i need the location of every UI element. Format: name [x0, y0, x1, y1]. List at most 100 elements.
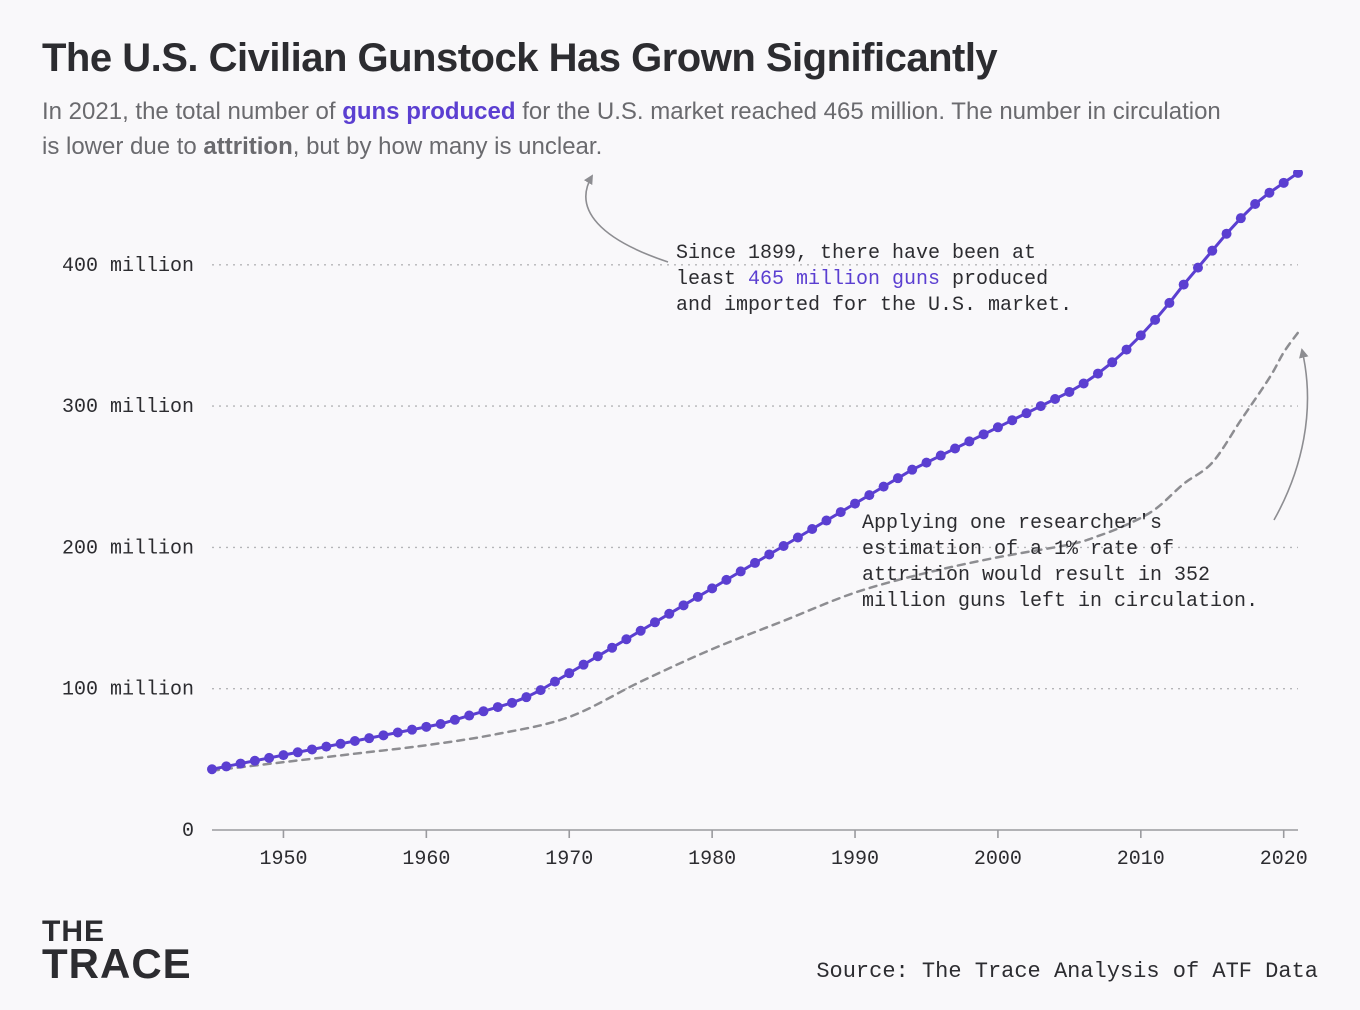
- series-produced-marker: [336, 739, 346, 749]
- subtitle-highlight-attrition: attrition: [203, 133, 292, 160]
- series-produced-marker: [536, 685, 546, 695]
- series-produced-marker: [1222, 229, 1232, 239]
- series-produced-marker: [936, 451, 946, 461]
- series-produced-marker: [650, 617, 660, 627]
- series-produced-marker: [736, 566, 746, 576]
- x-tick-label: 1960: [402, 848, 450, 871]
- series-produced-marker: [479, 706, 489, 716]
- chart-subtitle: In 2021, the total number of guns produc…: [42, 95, 1242, 165]
- series-produced-marker: [207, 764, 217, 774]
- series-produced-marker: [693, 592, 703, 602]
- series-produced-marker: [407, 725, 417, 735]
- series-produced-marker: [1079, 378, 1089, 388]
- series-produced-marker: [293, 747, 303, 757]
- annotation-produced-text: Since 1899, there have been atleast 465 …: [676, 242, 1072, 317]
- y-tick-label: 0: [182, 820, 194, 843]
- series-produced-marker: [821, 516, 831, 526]
- series-produced-marker: [550, 677, 560, 687]
- series-produced-marker: [964, 436, 974, 446]
- series-produced-marker: [907, 465, 917, 475]
- x-tick-label: 2000: [974, 848, 1022, 871]
- series-produced-marker: [493, 702, 503, 712]
- series-produced-marker: [1036, 401, 1046, 411]
- series-produced-marker: [364, 733, 374, 743]
- series-produced-marker: [879, 482, 889, 492]
- series-produced-marker: [250, 756, 260, 766]
- x-tick-label: 2020: [1260, 848, 1308, 871]
- series-produced-marker: [764, 549, 774, 559]
- series-produced-marker: [321, 742, 331, 752]
- series-produced-marker: [1064, 387, 1074, 397]
- series-produced-marker: [1150, 315, 1160, 325]
- series-produced-marker: [521, 692, 531, 702]
- y-tick-label: 400 million: [62, 255, 194, 278]
- series-produced-marker: [636, 626, 646, 636]
- series-produced-marker: [593, 651, 603, 661]
- series-produced-marker: [1179, 280, 1189, 290]
- series-produced-marker: [1093, 369, 1103, 379]
- series-produced-marker: [664, 609, 674, 619]
- series-produced-marker: [607, 643, 617, 653]
- series-produced-marker: [464, 711, 474, 721]
- series-produced-marker: [221, 761, 231, 771]
- series-produced-marker: [893, 473, 903, 483]
- series-produced-marker: [350, 736, 360, 746]
- series-produced-marker: [779, 541, 789, 551]
- y-tick-label: 300 million: [62, 396, 194, 419]
- x-tick-label: 2010: [1117, 848, 1165, 871]
- x-tick-label: 1990: [831, 848, 879, 871]
- series-produced-marker: [1007, 415, 1017, 425]
- series-produced-marker: [921, 458, 931, 468]
- series-produced-marker: [1207, 246, 1217, 256]
- series-produced-marker: [750, 558, 760, 568]
- chart-area: 0 100 million 200 million 300 million 400 mi…: [42, 170, 1318, 890]
- logo-line-2: TRACE: [42, 945, 192, 984]
- series-produced-marker: [836, 507, 846, 517]
- series-produced-marker: [1050, 394, 1060, 404]
- series-produced-marker: [1164, 298, 1174, 308]
- x-tick-label: 1980: [688, 848, 736, 871]
- publisher-logo: THE TRACE: [42, 918, 192, 984]
- series-produced-marker: [864, 490, 874, 500]
- x-tick-label: 1950: [259, 848, 307, 871]
- series-produced-marker: [1250, 199, 1260, 209]
- series-produced-marker: [378, 730, 388, 740]
- series-produced-marker: [579, 660, 589, 670]
- series-produced-marker: [1264, 188, 1274, 198]
- subtitle-part: , but by how many is unclear.: [293, 133, 603, 160]
- series-produced-marker: [979, 429, 989, 439]
- series-produced-marker: [436, 719, 446, 729]
- subtitle-highlight-produced: guns produced: [342, 98, 515, 125]
- series-produced-marker: [707, 583, 717, 593]
- series-produced-marker: [1193, 263, 1203, 273]
- series-produced-marker: [507, 698, 517, 708]
- y-tick-label: 100 million: [62, 679, 194, 702]
- series-produced-marker: [1136, 330, 1146, 340]
- series-produced-marker: [1236, 213, 1246, 223]
- series-produced-marker: [850, 499, 860, 509]
- series-produced-marker: [793, 533, 803, 543]
- chart-title: The U.S. Civilian Gunstock Has Grown Sig…: [42, 36, 1318, 81]
- series-produced-marker: [393, 728, 403, 738]
- series-produced-marker: [1107, 357, 1117, 367]
- series-produced-marker: [807, 524, 817, 534]
- series-produced-marker: [950, 443, 960, 453]
- series-produced-marker: [1122, 345, 1132, 355]
- series-produced-marker: [307, 744, 317, 754]
- series-produced-marker: [264, 753, 274, 763]
- series-produced-marker: [621, 634, 631, 644]
- series-produced-marker: [236, 759, 246, 769]
- annotation-attrition-arrow: [1274, 350, 1307, 520]
- series-produced-marker: [721, 575, 731, 585]
- series-produced-marker: [1022, 408, 1032, 418]
- series-produced-marker: [679, 600, 689, 610]
- annotation-produced-arrow: [586, 176, 668, 262]
- annotation-attrition-text: Applying one researcher'sestimation of a…: [862, 512, 1258, 613]
- series-produced-marker: [421, 722, 431, 732]
- y-tick-label: 200 million: [62, 537, 194, 560]
- series-produced-marker: [450, 715, 460, 725]
- series-produced-marker: [1279, 178, 1289, 188]
- line-chart: 0 100 million 200 million 300 million 400 mi…: [42, 170, 1318, 890]
- x-tick-label: 1970: [545, 848, 593, 871]
- subtitle-part: In 2021, the total number of: [42, 98, 342, 125]
